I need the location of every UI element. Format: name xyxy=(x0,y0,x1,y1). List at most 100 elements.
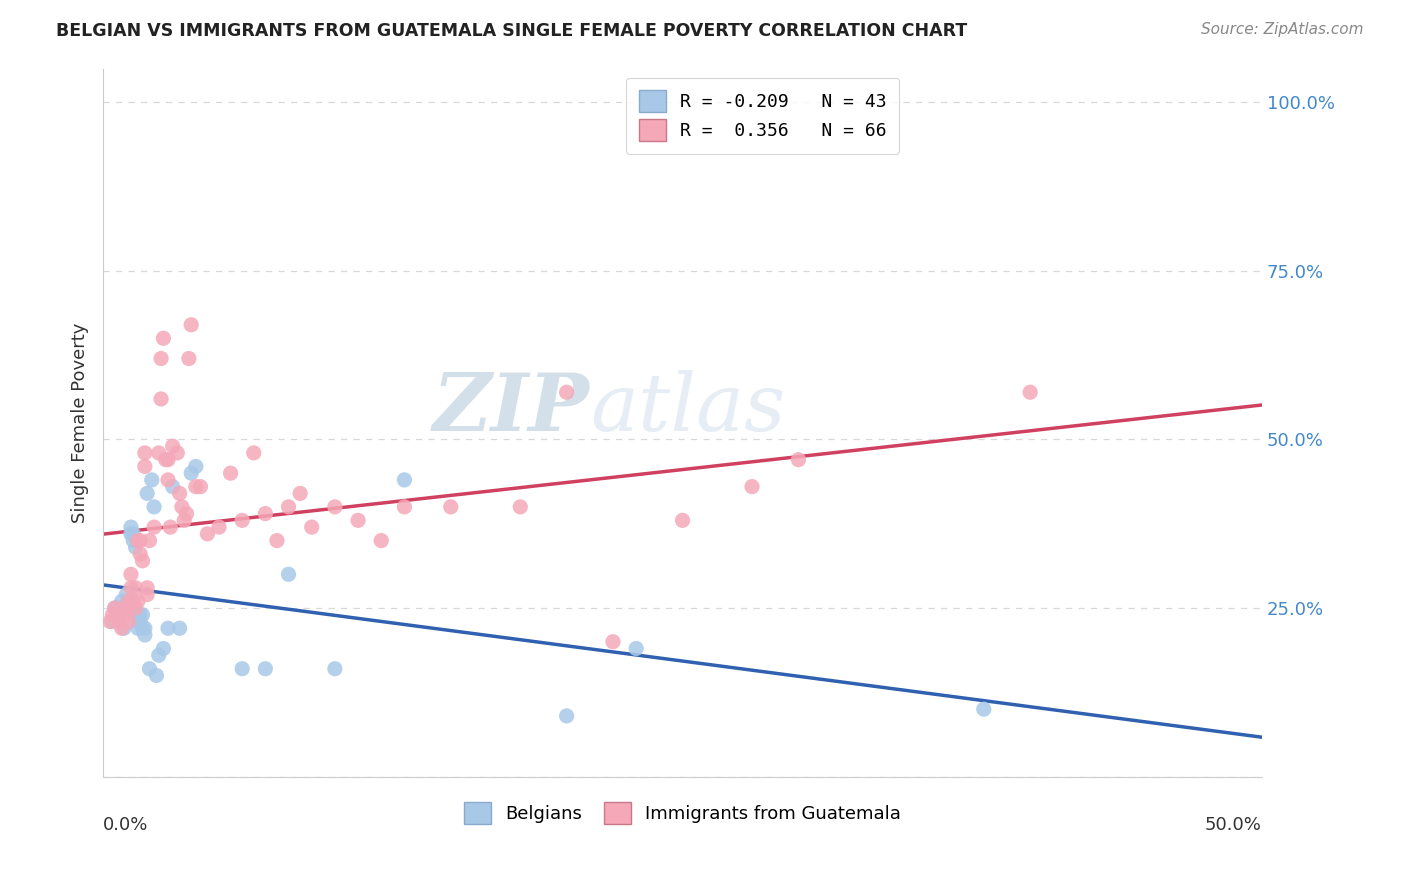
Point xyxy=(129,615,152,629)
Point xyxy=(323,662,346,676)
Point xyxy=(157,621,180,635)
Point xyxy=(624,641,647,656)
Point xyxy=(176,507,198,521)
Point xyxy=(134,621,156,635)
Point xyxy=(122,526,145,541)
Point xyxy=(347,513,370,527)
Point xyxy=(104,601,127,615)
Point xyxy=(134,628,156,642)
Point xyxy=(741,480,763,494)
Point xyxy=(111,621,134,635)
Point xyxy=(162,439,184,453)
Point xyxy=(555,385,578,400)
Point xyxy=(152,641,174,656)
Point xyxy=(129,547,152,561)
Point xyxy=(254,507,277,521)
Point xyxy=(394,473,416,487)
Point xyxy=(120,581,142,595)
Point xyxy=(120,520,142,534)
Legend: Belgians, Immigrants from Guatemala: Belgians, Immigrants from Guatemala xyxy=(457,795,908,831)
Point xyxy=(98,615,121,629)
Point xyxy=(111,601,134,615)
Point xyxy=(254,662,277,676)
Point xyxy=(288,486,311,500)
Point xyxy=(177,351,200,366)
Point xyxy=(277,500,299,514)
Point xyxy=(129,607,152,622)
Point xyxy=(143,500,166,514)
Point xyxy=(150,351,173,366)
Point xyxy=(148,446,170,460)
Point xyxy=(155,452,177,467)
Point xyxy=(117,594,139,608)
Point xyxy=(117,601,139,615)
Point xyxy=(112,621,135,635)
Point xyxy=(127,594,149,608)
Point xyxy=(138,662,160,676)
Point xyxy=(111,594,134,608)
Point xyxy=(266,533,288,548)
Point xyxy=(115,607,138,622)
Point xyxy=(124,541,146,555)
Point xyxy=(108,615,131,629)
Point xyxy=(145,668,167,682)
Point xyxy=(169,486,191,500)
Point xyxy=(231,513,253,527)
Point xyxy=(162,480,184,494)
Point xyxy=(180,466,202,480)
Point xyxy=(129,533,152,548)
Point xyxy=(208,520,231,534)
Point xyxy=(1019,385,1042,400)
Point xyxy=(173,513,195,527)
Text: 0.0%: 0.0% xyxy=(103,815,149,833)
Point xyxy=(131,607,153,622)
Point xyxy=(104,601,127,615)
Point xyxy=(180,318,202,332)
Point xyxy=(148,648,170,663)
Point xyxy=(157,473,180,487)
Point xyxy=(277,567,299,582)
Point xyxy=(101,607,124,622)
Point xyxy=(127,621,149,635)
Point xyxy=(138,533,160,548)
Point xyxy=(231,662,253,676)
Point xyxy=(134,446,156,460)
Point xyxy=(105,601,128,615)
Text: 50.0%: 50.0% xyxy=(1205,815,1263,833)
Point xyxy=(973,702,995,716)
Text: Source: ZipAtlas.com: Source: ZipAtlas.com xyxy=(1201,22,1364,37)
Point xyxy=(190,480,212,494)
Point xyxy=(323,500,346,514)
Point xyxy=(120,567,142,582)
Point xyxy=(122,533,145,548)
Point xyxy=(170,500,193,514)
Point xyxy=(555,709,578,723)
Point xyxy=(136,588,159,602)
Point xyxy=(117,615,139,629)
Point xyxy=(509,500,531,514)
Text: ZIP: ZIP xyxy=(433,369,589,447)
Text: atlas: atlas xyxy=(589,369,785,447)
Point xyxy=(108,607,131,622)
Point xyxy=(152,331,174,345)
Point xyxy=(136,581,159,595)
Point xyxy=(242,446,264,460)
Y-axis label: Single Female Poverty: Single Female Poverty xyxy=(72,322,89,523)
Point xyxy=(112,601,135,615)
Point xyxy=(166,446,188,460)
Point xyxy=(219,466,242,480)
Text: BELGIAN VS IMMIGRANTS FROM GUATEMALA SINGLE FEMALE POVERTY CORRELATION CHART: BELGIAN VS IMMIGRANTS FROM GUATEMALA SIN… xyxy=(56,22,967,40)
Point xyxy=(169,621,191,635)
Point xyxy=(370,533,392,548)
Point xyxy=(143,520,166,534)
Point xyxy=(122,594,145,608)
Point xyxy=(127,533,149,548)
Point xyxy=(124,581,146,595)
Point xyxy=(115,588,138,602)
Point xyxy=(131,554,153,568)
Point xyxy=(136,486,159,500)
Point xyxy=(117,594,139,608)
Point xyxy=(184,459,207,474)
Point xyxy=(131,621,153,635)
Point xyxy=(120,526,142,541)
